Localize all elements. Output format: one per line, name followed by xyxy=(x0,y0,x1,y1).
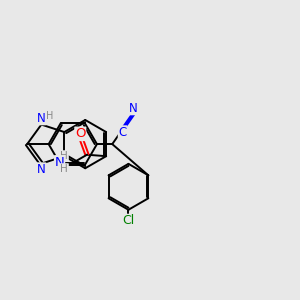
Text: N: N xyxy=(37,163,46,176)
Text: Cl: Cl xyxy=(122,214,135,227)
Text: O: O xyxy=(75,127,86,140)
Text: N: N xyxy=(129,102,138,115)
Text: N: N xyxy=(37,112,46,124)
Text: C: C xyxy=(118,126,127,139)
Text: N: N xyxy=(55,156,64,169)
Text: H: H xyxy=(46,111,53,121)
Text: H: H xyxy=(60,151,68,161)
Text: H: H xyxy=(60,164,68,174)
